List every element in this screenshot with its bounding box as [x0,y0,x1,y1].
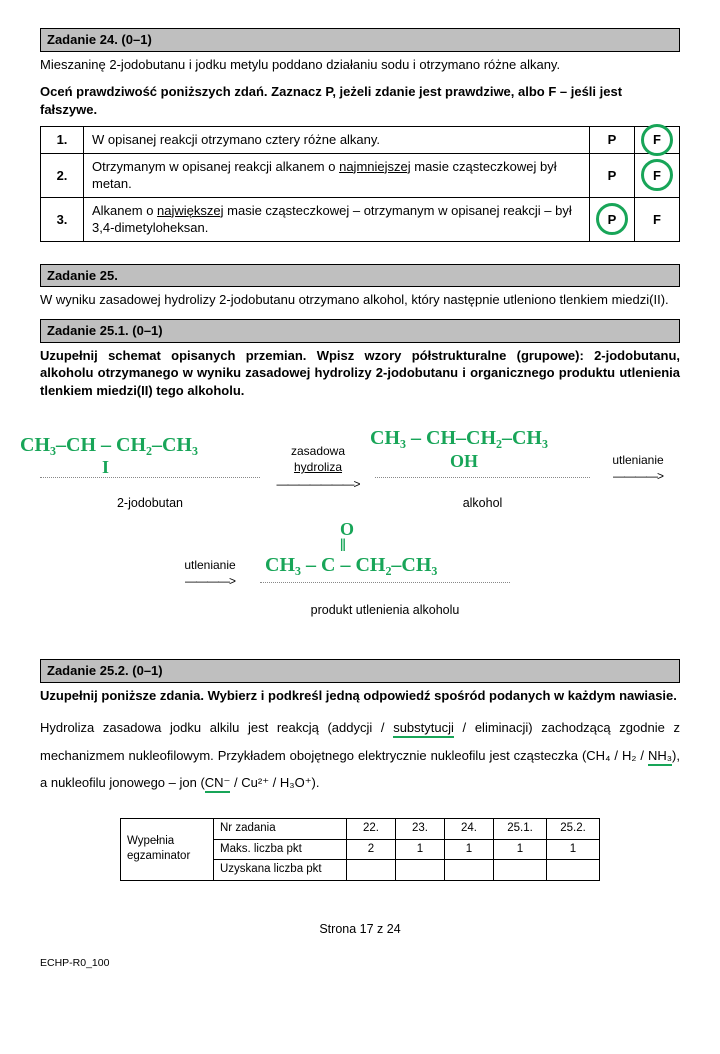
table-row: 3. Alkanem o największej masie cząsteczk… [41,197,680,241]
score-row-label: Nr zadania [214,819,347,840]
score-max: 1 [494,839,547,860]
task-25-1-header: Zadanie 25.1. (0–1) [40,319,680,343]
task-25-header: Zadanie 25. [40,264,680,288]
task-25: Zadanie 25. W wyniku zasadowej hydrolizy… [40,264,680,309]
score-col: 25.1. [494,819,547,840]
chosen-nh3: NH₃ [648,748,672,766]
score-row-label: Maks. liczba pkt [214,839,347,860]
score-col: 25.2. [547,819,600,840]
score-blank [547,860,600,881]
score-max: 1 [445,839,494,860]
blank-line [40,477,260,478]
handwritten-keton: CH₃ – C – CH₂–CH₃ [265,552,437,579]
arrow-utlenianie-1: utlenianie ————> [598,452,678,484]
arrow-utlenianie-2: utlenianie ————> [170,557,250,589]
task-24: Zadanie 24. (0–1) Mieszaninę 2-jodobutan… [40,28,680,242]
blank-line [260,582,510,583]
label-produkt: produkt utlenienia alkoholu [260,602,510,619]
doc-code: ECHP-R0_100 [40,956,680,970]
score-max: 1 [547,839,600,860]
score-row-label: Uzyskana liczba pkt [214,860,347,881]
cell-p[interactable]: P [590,197,635,241]
score-max: 1 [396,839,445,860]
score-col: 23. [396,819,445,840]
score-max: 2 [347,839,396,860]
cell-p[interactable]: P [590,127,635,154]
label-alkohol: alkohol [375,495,590,512]
handwritten-alkohol-sub: OH [450,449,478,473]
task-25-2-body: Hydroliza zasadowa jodku alkilu jest rea… [40,714,680,796]
task-24-header: Zadanie 24. (0–1) [40,28,680,52]
cell-f[interactable]: F [635,197,680,241]
score-blank [396,860,445,881]
row-text: W opisanej reakcji otrzymano cztery różn… [84,127,590,154]
task-25-1: Zadanie 25.1. (0–1) Uzupełnij schemat op… [40,319,680,637]
chosen-substytucji: substytucji [393,720,454,738]
task-24-instruction: Oceń prawdziwość poniższych zdań. Zaznac… [40,83,680,118]
score-blank [445,860,494,881]
handwritten-jodobutan-sub: I [102,455,109,479]
score-table: Wypełnia egzaminator Nr zadania 22. 23. … [120,818,600,881]
score-side-label: Wypełnia egzaminator [121,819,214,881]
score-blank [347,860,396,881]
table-row: 2. Otrzymanym w opisanej reakcji alkanem… [41,153,680,197]
row-number: 2. [41,153,84,197]
score-blank [494,860,547,881]
cell-f[interactable]: F [635,153,680,197]
task-25-2: Zadanie 25.2. (0–1) Uzupełnij poniższe z… [40,659,680,796]
row-text: Alkanem o największej masie cząsteczkowe… [84,197,590,241]
task-25-intro: W wyniku zasadowej hydrolizy 2-jodobutan… [40,291,680,309]
score-col: 24. [445,819,494,840]
task-25-2-header: Zadanie 25.2. (0–1) [40,659,680,683]
task-25-1-instruction: Uzupełnij schemat opisanych przemian. Wp… [40,347,680,400]
blank-line [375,477,590,478]
cell-p[interactable]: P [590,153,635,197]
cell-f[interactable]: F [635,127,680,154]
task-24-table: 1. W opisanej reakcji otrzymano cztery r… [40,126,680,242]
row-text: Otrzymanym w opisanej reakcji alkanem o … [84,153,590,197]
label-jodobutan: 2-jodobutan [40,495,260,512]
table-row: 1. W opisanej reakcji otrzymano cztery r… [41,127,680,154]
reaction-scheme: 2-jodobutan alkohol zasadowa hydroliza —… [40,407,680,637]
row-number: 3. [41,197,84,241]
arrow-hydroliza: zasadowa hydroliza ———————> [268,443,368,492]
row-number: 1. [41,127,84,154]
page-number: Strona 17 z 24 [40,921,680,938]
chosen-cn: CN⁻ [205,775,231,793]
handwritten-alkohol: CH₃ – CH–CH₂–CH₃ [370,425,548,452]
task-24-intro: Mieszaninę 2-jodobutanu i jodku metylu p… [40,56,680,74]
score-col: 22. [347,819,396,840]
task-25-2-instruction: Uzupełnij poniższe zdania. Wybierz i pod… [40,687,680,705]
